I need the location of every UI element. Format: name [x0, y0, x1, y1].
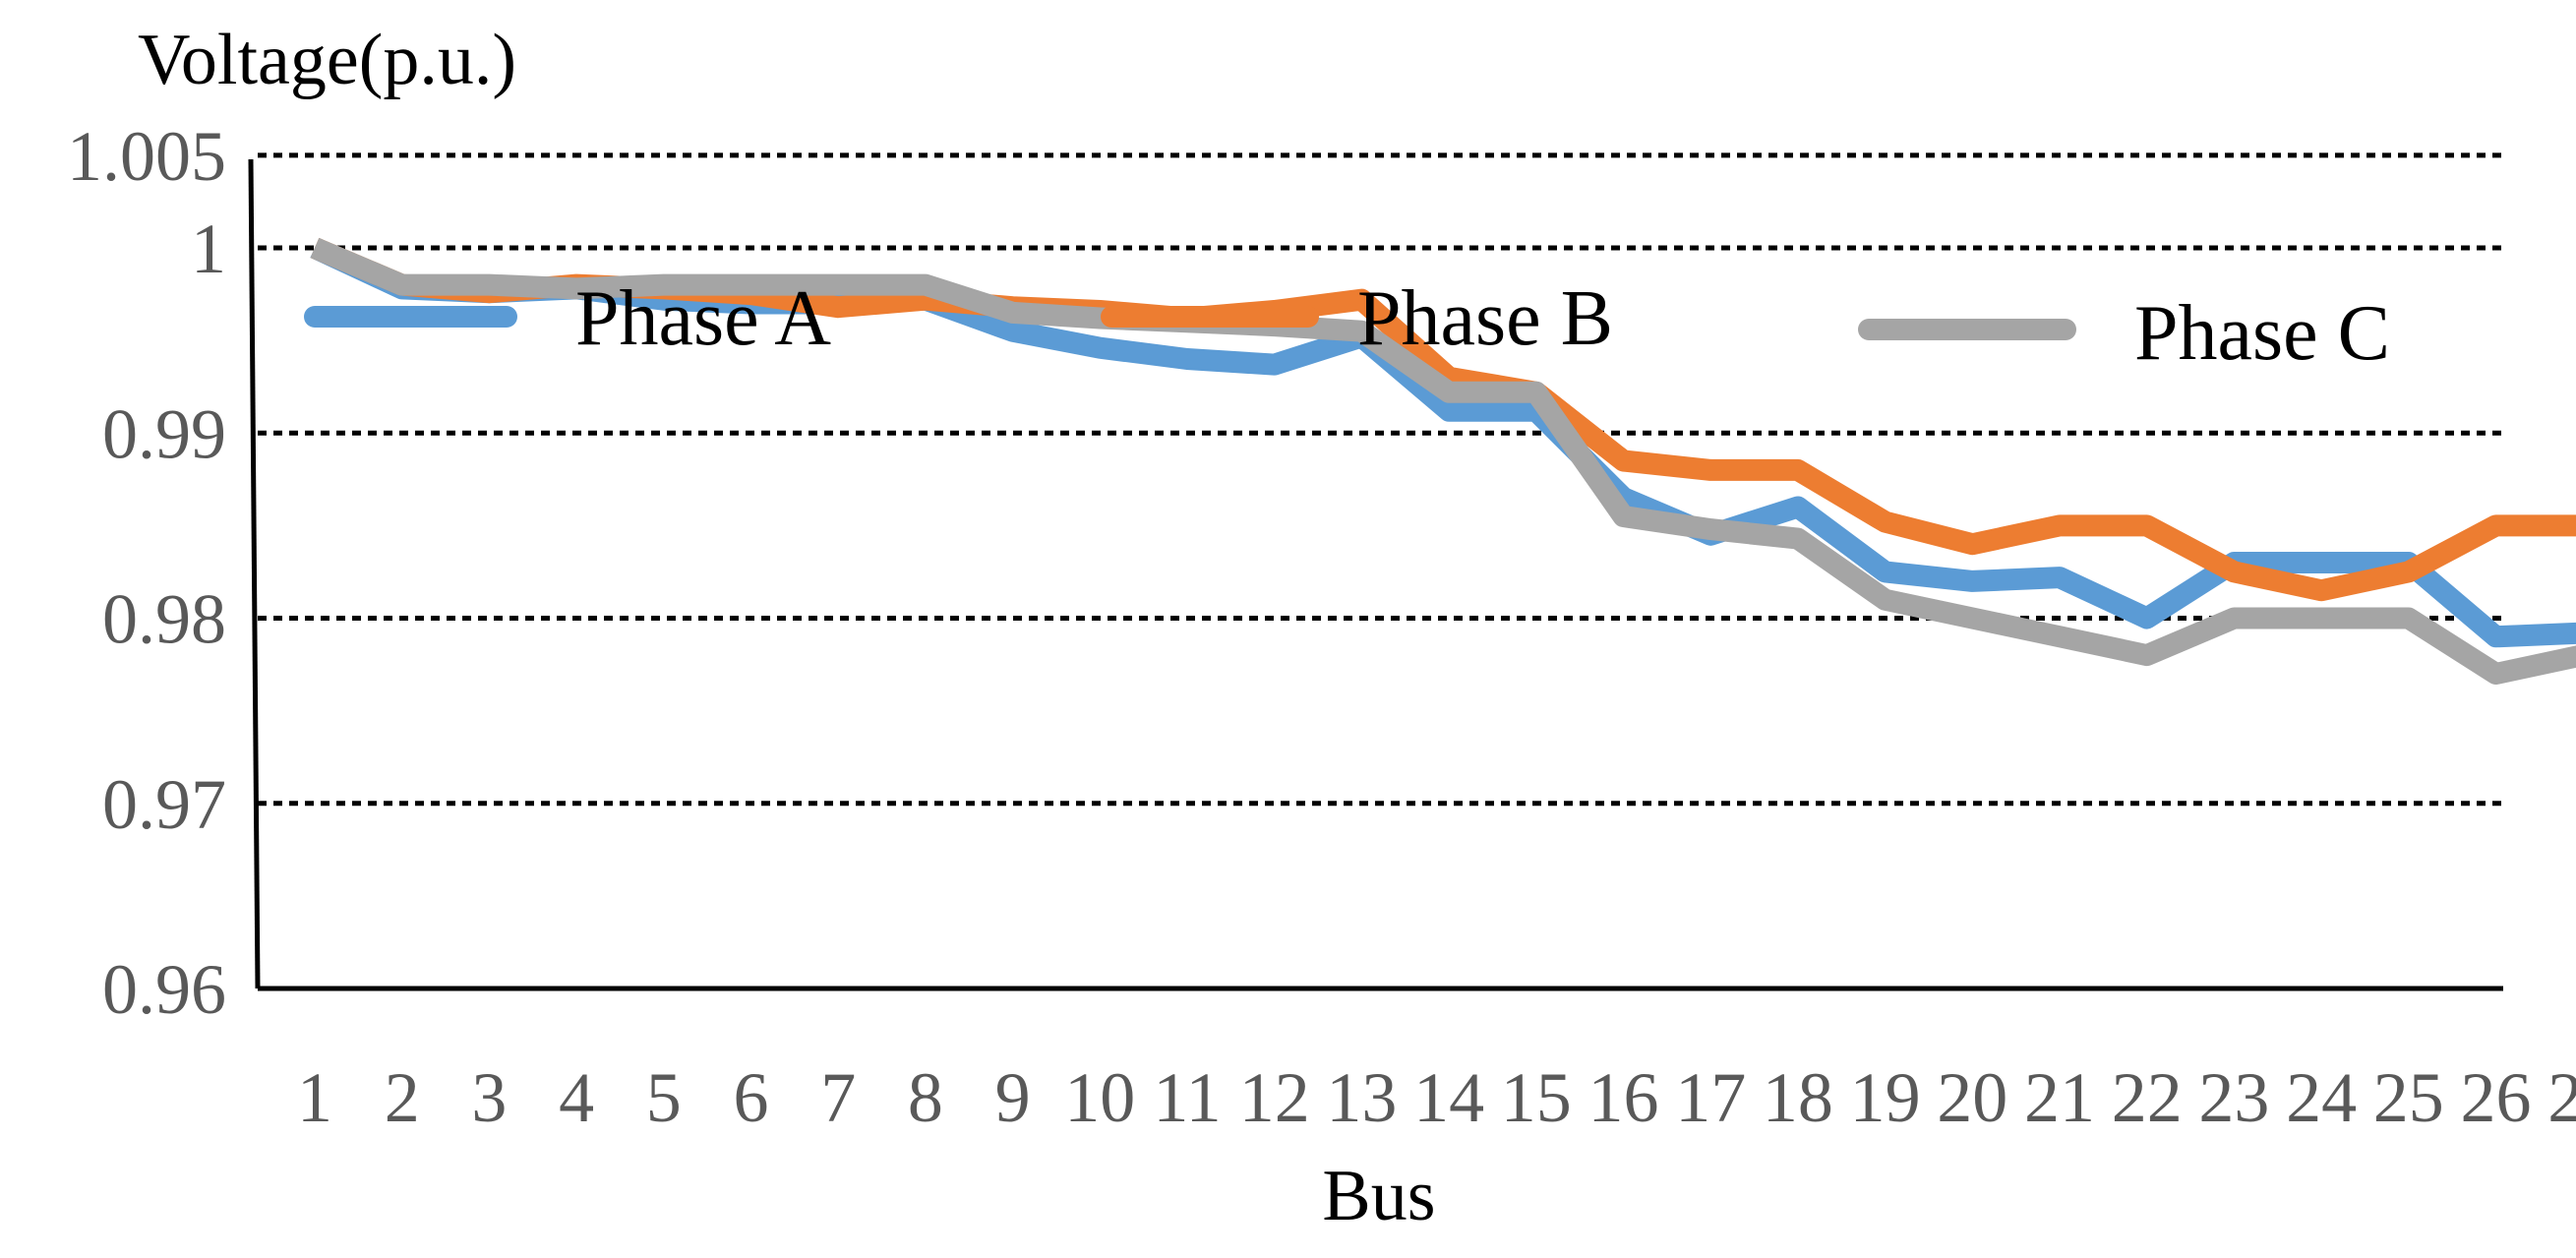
x-tick-label: 27: [2547, 1058, 2576, 1137]
x-tick-label: 22: [2112, 1058, 2183, 1137]
x-tick-label: 3: [471, 1058, 507, 1137]
x-tick-label: 19: [1850, 1058, 1921, 1137]
series-line-phase-c: [310, 237, 2576, 685]
series-lines: [310, 237, 2576, 685]
legend: Phase A Phase B Phase C: [304, 275, 2390, 377]
y-tick-label: 1: [191, 210, 226, 288]
x-tick-label: 8: [908, 1058, 943, 1137]
x-tick-label: 25: [2373, 1058, 2444, 1137]
axes: [248, 158, 2503, 991]
x-tick-label: 2: [385, 1058, 420, 1137]
x-tick-label: 21: [2024, 1058, 2095, 1137]
gridlines: [258, 152, 2503, 807]
x-tick-label: 9: [995, 1058, 1031, 1137]
x-tick-label: 26: [2461, 1058, 2532, 1137]
legend-label-phase-b: Phase B: [1357, 275, 1613, 362]
x-tick-label: 18: [1763, 1058, 1833, 1137]
y-tick-label: 1.005: [67, 117, 226, 196]
x-tick-label: 1: [297, 1058, 332, 1137]
x-tick-label: 16: [1588, 1058, 1659, 1137]
x-axis-title: Bus: [1322, 1156, 1435, 1236]
x-tick-label: 24: [2286, 1058, 2357, 1137]
y-tick-labels: 0.96 0.97 0.98 0.99 1 1.005: [67, 117, 226, 1029]
y-axis-line: [248, 158, 261, 989]
y-tick-label: 0.98: [102, 580, 226, 659]
x-tick-label: 12: [1239, 1058, 1310, 1137]
legend-label-phase-c: Phase C: [2134, 290, 2390, 377]
x-tick-label: 6: [734, 1058, 769, 1137]
x-tick-label: 5: [646, 1058, 682, 1137]
x-tick-label: 23: [2198, 1058, 2269, 1137]
legend-label-phase-a: Phase A: [575, 275, 831, 362]
x-tick-label: 17: [1675, 1058, 1746, 1137]
x-tick-label: 14: [1413, 1058, 1484, 1137]
x-tick-label: 13: [1326, 1058, 1397, 1137]
x-tick-label: 11: [1153, 1058, 1221, 1137]
x-tick-label: 10: [1064, 1058, 1135, 1137]
y-axis-title: Voltage(p.u.): [138, 20, 516, 100]
x-tick-label: 4: [559, 1058, 594, 1137]
y-tick-label: 0.97: [102, 765, 226, 844]
y-tick-label: 0.96: [102, 950, 226, 1029]
x-tick-label: 7: [820, 1058, 856, 1137]
y-tick-label: 0.99: [102, 394, 226, 473]
x-tick-labels: 1 2 3 4 5 6 7 8 9 10 11 12 13 14 15 16 17 18 19 20 21 22 23 24 2…: [297, 1058, 2576, 1137]
x-tick-label: 20: [1937, 1058, 2007, 1137]
x-tick-label: 15: [1501, 1058, 1572, 1137]
